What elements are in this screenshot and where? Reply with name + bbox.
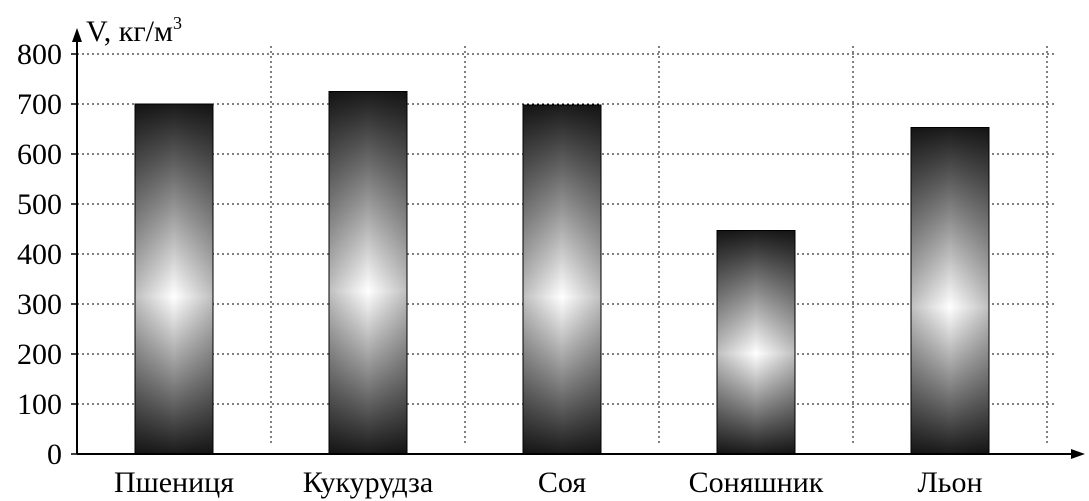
bar-shade	[523, 105, 601, 454]
category-label: Пшениця	[114, 466, 234, 499]
bar-shade	[329, 91, 407, 454]
y-tick-label: 600	[17, 138, 62, 171]
bars	[134, 91, 990, 455]
y-tick-labels: 0 100 200 300 400 500 600 700 800	[17, 38, 62, 471]
y-tick-label: 200	[17, 338, 62, 371]
category-label: Льон	[917, 466, 982, 499]
x-axis-arrow	[1071, 449, 1085, 459]
y-axis-title-main: V, кг/м	[86, 15, 173, 48]
y-axis-arrow	[72, 28, 82, 42]
bar-shade	[717, 230, 795, 454]
y-tick-label: 100	[17, 388, 62, 421]
y-tick-label: 700	[17, 88, 62, 121]
y-tick-label: 500	[17, 188, 62, 221]
bar-shade	[135, 104, 213, 454]
category-labels: Пшениця Кукурудза Соя Соняшник Льон	[114, 466, 983, 499]
y-tick-label: 800	[17, 38, 62, 71]
category-label: Соняшник	[689, 466, 824, 499]
y-tick-label: 0	[47, 438, 62, 471]
bar-shade	[911, 127, 989, 454]
y-axis-title: V, кг/м3	[86, 13, 182, 48]
y-tick-label: 400	[17, 238, 62, 271]
y-tick-label: 300	[17, 288, 62, 321]
category-label: Кукурудза	[303, 466, 433, 499]
grid-lines	[77, 46, 1055, 444]
axes	[71, 28, 1085, 459]
y-axis-title-superscript: 3	[173, 13, 182, 33]
category-label: Соя	[538, 466, 586, 499]
